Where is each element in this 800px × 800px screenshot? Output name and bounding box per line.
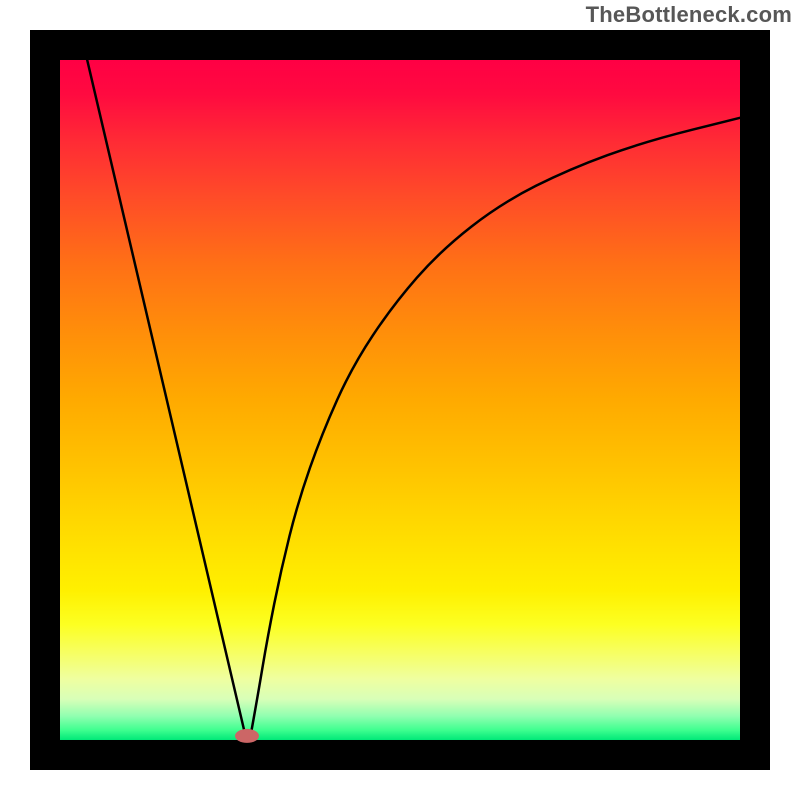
chart-container: { "watermark": { "text": "TheBottleneck.…: [0, 0, 800, 800]
optimum-marker: [235, 729, 259, 743]
watermark-text: TheBottleneck.com: [586, 2, 792, 28]
chart-background: [60, 60, 740, 740]
bottleneck-chart: [0, 0, 800, 800]
